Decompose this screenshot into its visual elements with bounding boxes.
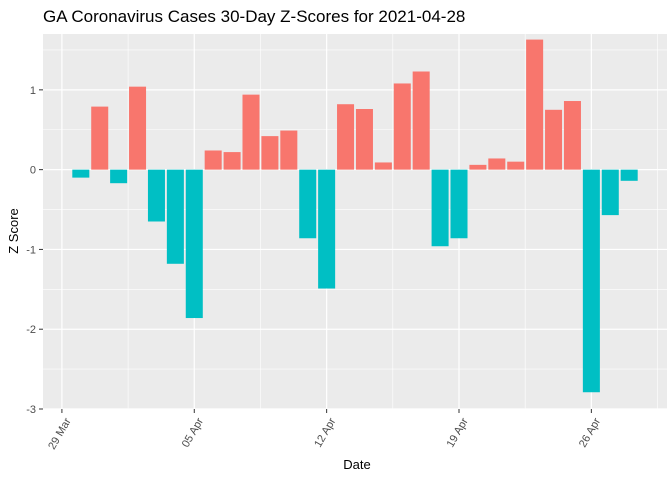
bar (488, 158, 506, 170)
x-tick-label: 12 Apr (312, 416, 338, 450)
y-tick-label: -1 (26, 244, 36, 256)
bar (412, 71, 430, 170)
x-tick-label: 05 Apr (180, 416, 206, 450)
bar (393, 83, 411, 170)
bar (110, 169, 128, 184)
x-axis-title: Date (343, 457, 370, 472)
bar (261, 136, 279, 170)
bar (450, 169, 468, 239)
bar (507, 161, 525, 170)
bar (299, 169, 317, 239)
bar (563, 101, 581, 170)
bar (242, 94, 260, 170)
bar (72, 169, 90, 178)
plot-panel (43, 34, 667, 409)
bar (374, 162, 392, 170)
bar (431, 169, 449, 247)
bar (129, 86, 147, 170)
y-tick-label: -3 (26, 404, 36, 416)
bars (72, 39, 638, 393)
y-tick-label: -2 (26, 324, 36, 336)
minor-gridlines (43, 34, 667, 409)
bar (337, 104, 355, 170)
bar (147, 169, 165, 222)
bar (204, 150, 222, 170)
x-tick-label: 19 Apr (445, 416, 471, 450)
y-tick-label: 0 (30, 165, 36, 177)
bar (526, 39, 544, 170)
x-tick-label: 29 Mar (46, 416, 74, 452)
bar (185, 169, 203, 319)
bar (91, 106, 109, 170)
bar (620, 169, 638, 181)
y-tick-label: 1 (30, 85, 36, 97)
bar (582, 169, 600, 393)
x-axis: 29 Mar 05 Apr 12 Apr 19 Apr 26 Apr (46, 409, 603, 452)
bar (166, 169, 184, 264)
bar (280, 130, 298, 170)
bar (469, 164, 487, 170)
y-axis-title: Z Score (6, 208, 21, 254)
bar (355, 109, 373, 170)
x-tick-label: 26 Apr (577, 416, 603, 450)
bar (318, 169, 336, 289)
bar (545, 109, 563, 170)
bar (223, 152, 241, 170)
y-axis: 1 0 -1 -2 -3 (26, 85, 43, 416)
chart-title: GA Coronavirus Cases 30-Day Z-Scores for… (43, 7, 465, 26)
bar (601, 169, 619, 216)
